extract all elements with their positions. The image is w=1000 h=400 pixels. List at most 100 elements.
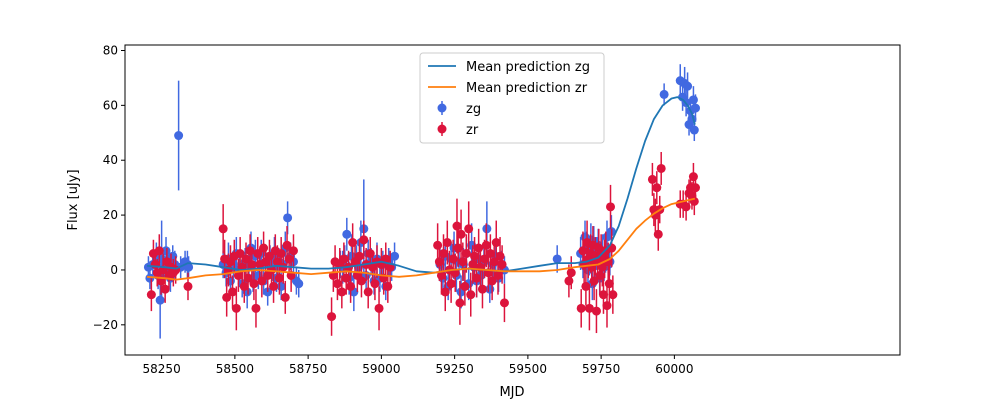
x-axis-ticks: 58250 58500 58750 59000 59250 59500 59750 60000 xyxy=(143,355,693,376)
zr-point xyxy=(604,279,614,289)
x-tick-label: 59250 xyxy=(436,362,474,376)
legend-zg-line-label: Mean prediction zg xyxy=(466,60,590,75)
legend-zr-point-swatch xyxy=(437,124,447,134)
zg-point xyxy=(342,229,352,239)
x-tick-label: 58250 xyxy=(143,362,181,376)
zr-point xyxy=(647,174,657,184)
zr-point xyxy=(383,281,393,291)
legend-zg-point-label: zg xyxy=(466,102,481,117)
zr-point xyxy=(499,298,509,308)
zr-point xyxy=(653,229,663,239)
legend-zr-line-label: Mean prediction zr xyxy=(466,81,588,96)
zr-point xyxy=(461,248,471,258)
zr-point xyxy=(458,257,468,267)
zr-point xyxy=(466,290,476,300)
zr-point xyxy=(472,273,482,283)
zr-point xyxy=(606,202,616,212)
zg-point xyxy=(690,103,700,113)
zr-point xyxy=(436,270,446,280)
zr-point xyxy=(440,287,450,297)
zr-point xyxy=(370,279,380,289)
zr-point xyxy=(241,254,251,264)
zr-point xyxy=(274,273,284,283)
zr-point xyxy=(464,224,474,234)
zr-point xyxy=(183,281,193,291)
zr-point xyxy=(257,276,267,286)
zr-point xyxy=(470,251,480,261)
zr-point xyxy=(249,279,259,289)
zr-point xyxy=(495,251,505,261)
y-axis-label: Flux [uJy] xyxy=(66,169,81,230)
legend-zr-point-label: zr xyxy=(466,123,479,138)
zg-point xyxy=(145,273,155,283)
zr-point xyxy=(584,303,594,313)
zr-point xyxy=(578,246,588,256)
zr-point xyxy=(239,281,249,291)
x-tick-label: 58750 xyxy=(289,362,327,376)
zr-point xyxy=(280,292,290,302)
zr-point xyxy=(497,259,507,269)
legend-box xyxy=(419,52,605,144)
zr-point xyxy=(433,240,443,250)
zg-point xyxy=(689,125,699,135)
zr-point xyxy=(231,303,241,313)
zr-point xyxy=(452,221,462,231)
zr-point xyxy=(602,301,612,311)
zr-point xyxy=(566,268,576,278)
zr-point xyxy=(460,281,470,291)
zr-point xyxy=(359,235,369,245)
zr-point xyxy=(346,281,356,291)
x-tick-label: 59750 xyxy=(582,362,620,376)
zr-point xyxy=(363,287,373,297)
y-tick-label: 40 xyxy=(103,153,118,167)
zr-point xyxy=(456,229,466,239)
zr-point xyxy=(269,281,279,291)
zr-point xyxy=(485,248,495,258)
zr-point xyxy=(222,292,232,302)
zr-point xyxy=(233,270,243,280)
zr-point xyxy=(160,284,170,294)
zr-point xyxy=(356,276,366,286)
zr-point xyxy=(656,163,666,173)
zr-point xyxy=(259,243,269,253)
zr-point xyxy=(481,240,491,250)
zr-point xyxy=(688,172,698,182)
zr-point xyxy=(652,183,662,193)
zg-point xyxy=(659,89,669,99)
zr-point xyxy=(288,246,298,256)
zr-point xyxy=(381,254,391,264)
zr-point xyxy=(589,276,599,286)
zr-point xyxy=(491,238,501,248)
zg-point xyxy=(683,81,693,91)
zr-prediction-line xyxy=(146,197,696,281)
zr-point xyxy=(354,251,364,261)
zr-point xyxy=(348,238,358,248)
y-tick-label: 80 xyxy=(103,43,118,57)
zg-point xyxy=(390,251,400,261)
y-tick-label: 60 xyxy=(103,98,118,112)
x-tick-label: 58500 xyxy=(216,362,254,376)
zr-point xyxy=(598,290,608,300)
zg-point xyxy=(688,95,698,105)
zr-point xyxy=(576,303,586,313)
zr-point xyxy=(438,248,448,258)
y-tick-label: 20 xyxy=(103,208,118,222)
zr-point xyxy=(154,246,164,256)
zr-points-group xyxy=(146,151,700,336)
prediction-lines-group xyxy=(146,96,696,281)
zg-point xyxy=(155,295,165,305)
zr-point xyxy=(374,303,384,313)
zr-point xyxy=(477,284,487,294)
zr-point xyxy=(218,224,228,234)
zr-point xyxy=(284,254,294,264)
y-axis-ticks: −20 0 20 40 60 80 xyxy=(93,43,125,332)
zr-point xyxy=(448,254,458,264)
zr-point xyxy=(228,287,238,297)
zr-point xyxy=(251,303,261,313)
zr-point xyxy=(591,306,601,316)
zr-point xyxy=(337,287,347,297)
zr-point xyxy=(150,259,160,269)
legend-zg-point-swatch xyxy=(437,103,447,113)
zr-point xyxy=(608,290,618,300)
y-tick-label: −20 xyxy=(93,318,118,332)
